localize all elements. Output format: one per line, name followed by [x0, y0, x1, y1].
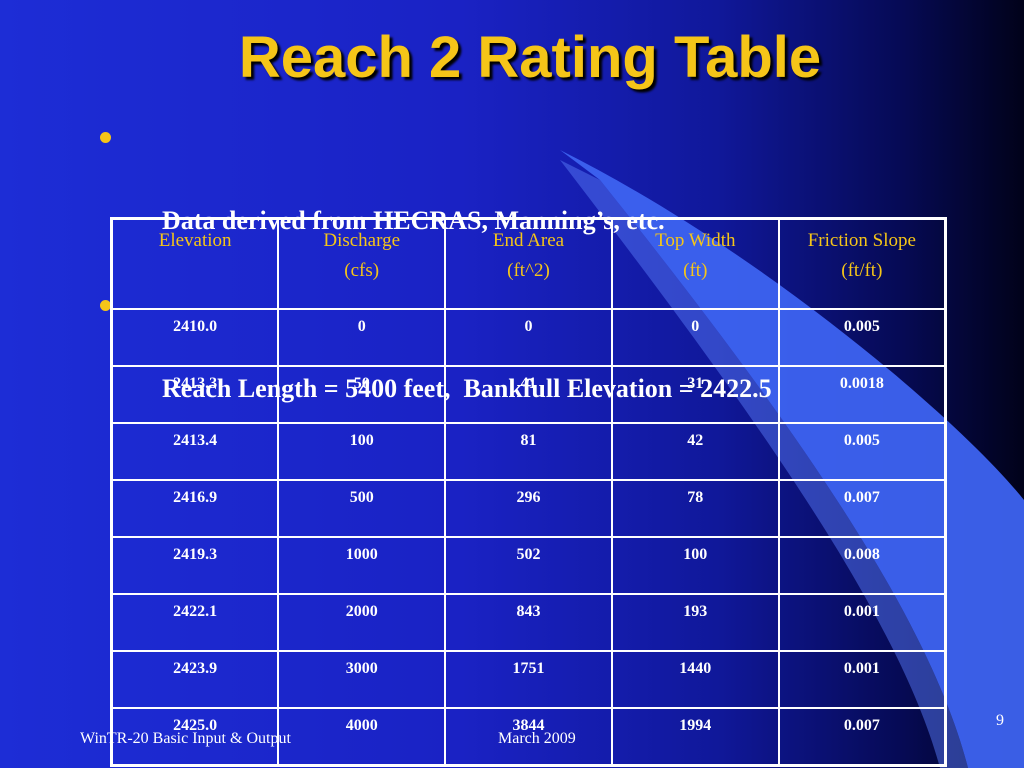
header-elevation: Elevation [110, 217, 280, 310]
rating-table: Elevation Discharge (cfs) End Area (ft^2… [110, 217, 947, 767]
table-cell: 0.005 [777, 422, 947, 481]
table-cell: 2410.0 [110, 308, 280, 367]
table-cell: 2422.1 [110, 593, 280, 652]
table-row: 2413.4 100 81 42 0.005 [110, 422, 947, 481]
table-row: 2419.3 1000 502 100 0.008 [110, 536, 947, 595]
header-unit: (ft) [683, 260, 708, 281]
header-unit: (ft^2) [507, 260, 550, 281]
table-row: 2425.0 4000 3844 1994 0.007 [110, 707, 947, 767]
table-row: 2410.0 0 0 0 0.005 [110, 308, 947, 367]
table-cell: 78 [610, 479, 780, 538]
table-cell: 1994 [610, 707, 780, 767]
table-cell: 2416.9 [110, 479, 280, 538]
table-row: 2423.9 3000 1751 1440 0.001 [110, 650, 947, 709]
table-cell: 2413.3 [110, 365, 280, 424]
table-cell: 0.001 [777, 650, 947, 709]
table-cell: 2413.4 [110, 422, 280, 481]
table-cell: 2425.0 [110, 707, 280, 767]
table-cell: 1000 [277, 536, 447, 595]
bullet-dot-icon [100, 300, 111, 311]
table-cell: 1751 [444, 650, 613, 709]
footer-title: WinTR-20 Basic Input & Output [80, 730, 291, 747]
footer-date: March 2009 [498, 730, 576, 747]
table-cell: 50 [277, 365, 447, 424]
table-cell: 0 [277, 308, 447, 367]
header-unit: (ft/ft) [841, 260, 883, 281]
table-cell: 193 [610, 593, 780, 652]
table-row: 2422.1 2000 843 193 0.001 [110, 593, 947, 652]
header-label: Friction Slope [807, 230, 916, 251]
table-cell: 843 [444, 593, 613, 652]
table-cell: 31 [610, 365, 780, 424]
header-discharge: Discharge (cfs) [277, 217, 447, 310]
table-cell: 0.007 [777, 479, 947, 538]
table-row: 2416.9 500 296 78 0.007 [110, 479, 947, 538]
bullet-dot-icon [100, 132, 111, 143]
table-cell: 0.008 [777, 536, 947, 595]
table-cell: 2000 [277, 593, 447, 652]
table-cell: 0.005 [777, 308, 947, 367]
slide-title: Reach 2 Rating Table [238, 25, 822, 90]
table-cell: 0 [444, 308, 613, 367]
header-unit: (cfs) [344, 260, 380, 281]
table-cell: 502 [444, 536, 613, 595]
table-cell: 0.001 [777, 593, 947, 652]
page-number: 9 [996, 712, 1004, 729]
table-header-row: Elevation Discharge (cfs) End Area (ft^2… [110, 217, 947, 310]
table-cell: 0.007 [777, 707, 947, 767]
table-cell: 2423.9 [110, 650, 280, 709]
header-label: Top Width [655, 230, 736, 251]
table-cell: 0 [610, 308, 780, 367]
header-label: End Area [492, 230, 565, 251]
table-cell: 41 [444, 365, 613, 424]
table-cell: 296 [444, 479, 613, 538]
table-row: 2413.3 50 41 31 0.0018 [110, 365, 947, 424]
header-label: Discharge [323, 230, 401, 251]
header-friction-slope: Friction Slope (ft/ft) [777, 217, 947, 310]
table-cell: 100 [277, 422, 447, 481]
table-cell: 3844 [444, 707, 613, 767]
table-cell: 4000 [277, 707, 447, 767]
header-top-width: Top Width (ft) [610, 217, 780, 310]
table-cell: 3000 [277, 650, 447, 709]
header-label: Elevation [158, 230, 232, 251]
table-cell: 100 [610, 536, 780, 595]
table-cell: 500 [277, 479, 447, 538]
table-cell: 81 [444, 422, 613, 481]
table-cell: 42 [610, 422, 780, 481]
header-end-area: End Area (ft^2) [444, 217, 613, 310]
table-cell: 2419.3 [110, 536, 280, 595]
table-cell: 1440 [610, 650, 780, 709]
table-cell: 0.0018 [777, 365, 947, 424]
